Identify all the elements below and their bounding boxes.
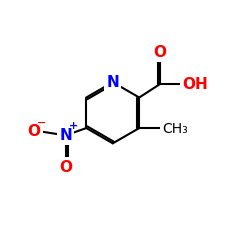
Text: O: O <box>154 45 166 60</box>
Text: CH₃: CH₃ <box>162 122 188 136</box>
Text: +: + <box>69 121 78 131</box>
Text: N: N <box>106 75 119 90</box>
Text: O: O <box>27 124 40 139</box>
Text: O: O <box>59 160 72 175</box>
Text: OH: OH <box>182 76 208 92</box>
Text: −: − <box>36 118 46 128</box>
Text: N: N <box>59 128 72 143</box>
